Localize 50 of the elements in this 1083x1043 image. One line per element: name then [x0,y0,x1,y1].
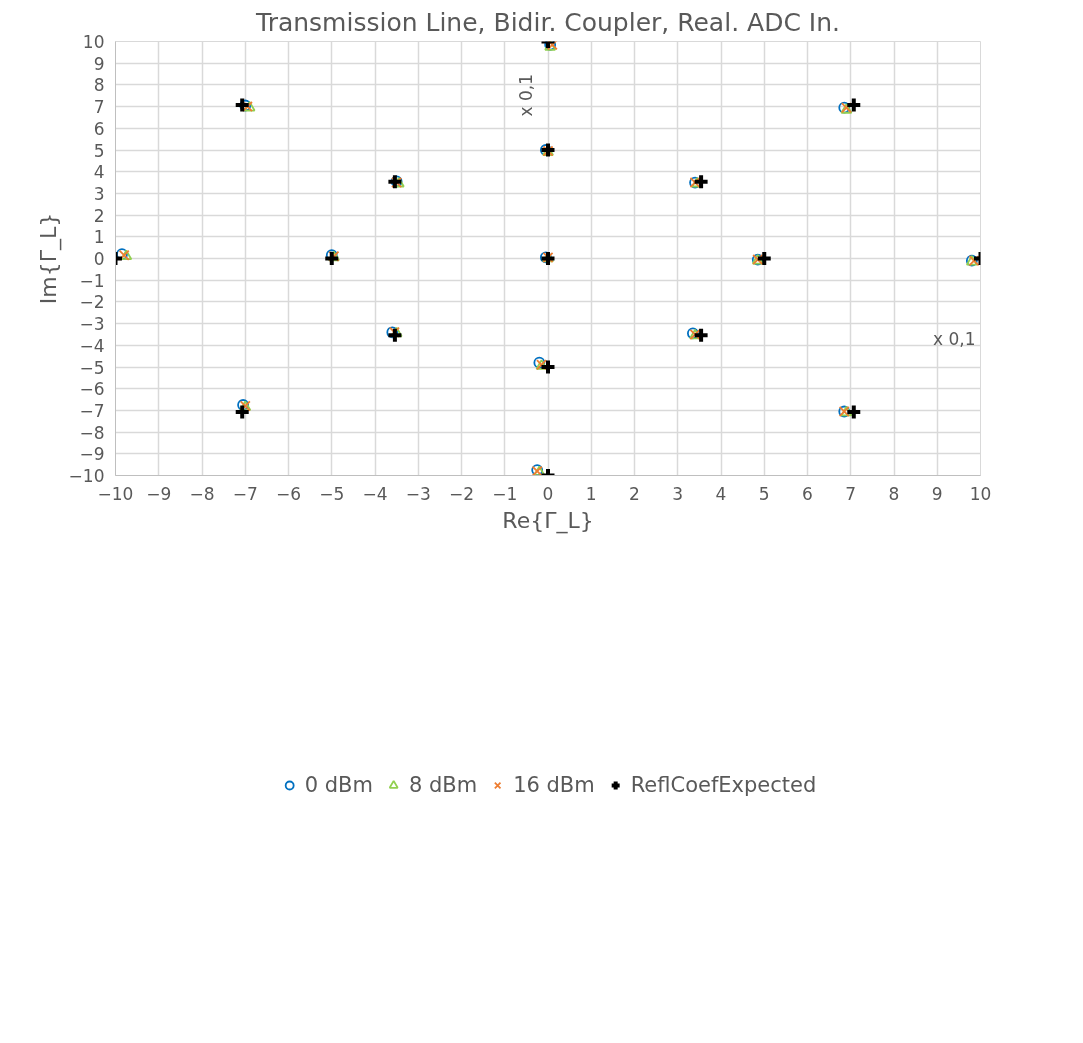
x-tick-label: 1 [585,483,597,504]
x-tick-label: 0 [542,483,554,504]
chart-title: Transmission Line, Bidir. Coupler, Real. ADC In. [255,7,840,37]
x-tick-label: 5 [758,483,770,504]
y-tick-label: −8 [79,422,105,443]
x-tick-label: −3 [405,483,431,504]
y-tick-label: 7 [93,97,105,118]
legend-label: ReflCoefExpected [630,773,817,797]
y-tick-label: 9 [93,53,105,74]
legend-label: 8 dBm [408,773,478,797]
x-tick-label: −6 [275,483,302,504]
y-tick-label: 2 [93,205,105,226]
y-tick-label: 3 [93,183,105,204]
y-tick-label: −6 [79,379,105,400]
y-tick-label: −4 [79,335,105,356]
y-tick-label: −3 [79,314,105,335]
legend-label: 0 dBm [304,773,373,797]
x-tick-label: −5 [319,483,345,504]
x-tick-label: 2 [629,483,640,504]
y-tick-label: −10 [68,466,105,486]
x-tick-label: −9 [146,483,172,504]
x-axis-title: Re{Γ_L} [502,507,594,534]
annotation: x 0,1 [516,74,536,117]
x-tick-label: −7 [232,483,258,504]
y-axis-title: Im{Γ_L} [35,212,62,305]
x-tick-label: 10 [969,483,992,504]
y-tick-label: 1 [93,227,105,248]
y-tick-label: 5 [93,140,105,161]
y-tick-label: 10 [82,32,105,52]
y-tick-label: −1 [79,270,105,291]
y-tick-label: −9 [79,444,105,465]
x-tick-label: −2 [448,483,475,504]
x-tick-label: 4 [715,483,727,504]
x-tick-label: 7 [845,483,857,504]
y-tick-label: 4 [93,162,105,183]
x-tick-label: −1 [492,483,518,504]
legend-label: 16 dBm [513,773,595,797]
y-tick-label: 0 [93,249,105,269]
x-tick-label: −8 [189,483,215,504]
x-tick-label: 6 [802,483,813,504]
x-tick-label: 9 [931,483,943,504]
y-tick-label: −7 [79,400,105,421]
y-tick-label: −5 [79,357,105,378]
y-tick-label: 6 [93,118,105,139]
x-tick-label: 8 [888,483,900,504]
y-tick-label: −2 [79,292,105,313]
x-tick-label: 3 [672,483,684,504]
y-tick-label: 8 [93,75,105,96]
x-tick-label: −4 [362,483,388,504]
annotation: x 0,1 [933,328,976,349]
